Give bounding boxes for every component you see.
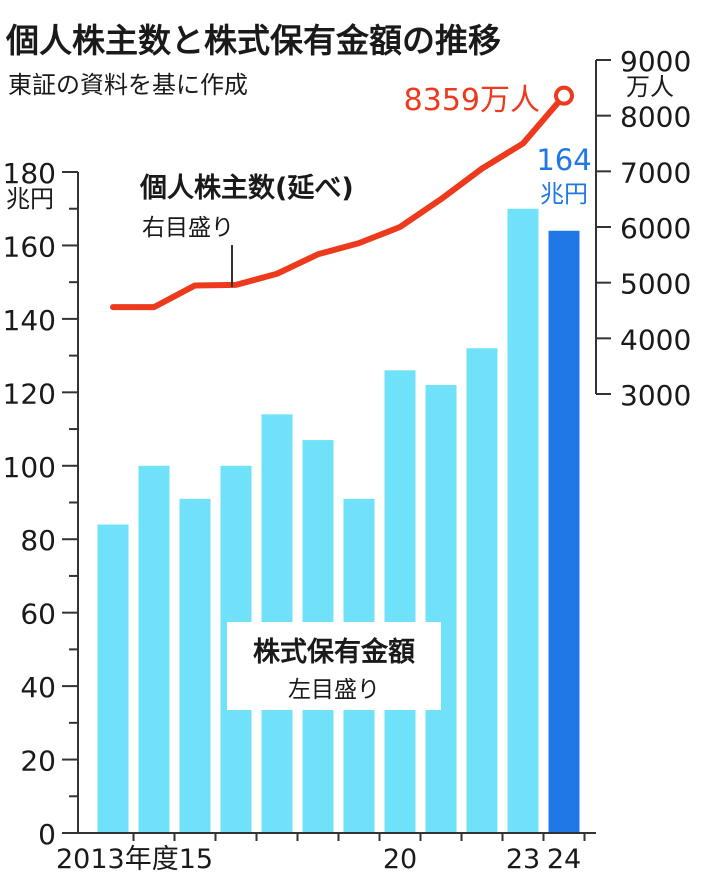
x-tick-label: 2013年度15 (56, 844, 213, 875)
right-tick-label: 3000 (620, 379, 691, 412)
left-tick-label: 20 (20, 745, 56, 778)
left-tick-label: 180 (3, 157, 56, 190)
bar-2021 (425, 384, 457, 833)
left-tick-label: 60 (20, 598, 56, 631)
left-tick-label: 100 (3, 451, 56, 484)
left-tick-label: 80 (20, 524, 56, 557)
line-path (110, 92, 567, 311)
bar-2022 (466, 348, 498, 833)
line-end-marker (554, 85, 574, 106)
bar-end-unit: 兆円 (540, 180, 588, 208)
left-axis-unit: 兆円 (6, 185, 54, 213)
line-series-axis-note: 右目盛り (142, 215, 234, 241)
chart-subtitle: 東証の資料を基に作成 (8, 71, 248, 99)
left-tick-label: 0 (38, 818, 56, 851)
x-axis: 2013年度15 20 23 24 (56, 832, 596, 875)
x-tick-label: 23 (506, 844, 540, 875)
right-tick-label: 8000 (620, 101, 691, 134)
left-axis: 0 20 40 60 80 100 120 140 160 180 (3, 157, 79, 851)
bar-2024 (548, 230, 580, 833)
bar-series-axis-note: 左目盛り (288, 677, 380, 703)
bar-2014 (138, 465, 170, 833)
bar-2015 (179, 498, 211, 833)
line-end-unit: 万人 (480, 83, 540, 118)
line-series (110, 85, 574, 311)
right-tick-label: 5000 (620, 268, 691, 301)
bar-2013 (97, 524, 129, 833)
right-tick-label: 4000 (620, 323, 691, 356)
bar-series-name: 株式保有金額 (253, 636, 415, 668)
left-tick-label: 120 (3, 377, 56, 410)
right-tick-label: 7000 (620, 156, 691, 189)
line-end-value-label: 8359万人 (404, 83, 540, 118)
left-tick-label: 40 (20, 671, 56, 704)
bars (97, 208, 580, 833)
bar-2020 (384, 370, 416, 833)
line-series-name: 個人株主数(延べ) (139, 173, 354, 204)
bar-label-box (227, 622, 441, 710)
x-tick-label: 20 (383, 844, 417, 875)
x-tick-label: 24 (547, 844, 581, 875)
right-axis-unit: 万人 (626, 73, 674, 101)
line-end-value: 8359 (404, 83, 480, 118)
right-tick-label: 9000 (620, 45, 691, 78)
bar-2023 (507, 208, 539, 833)
left-tick-label: 140 (3, 304, 56, 337)
right-axis: 3000 4000 5000 6000 7000 8000 9000 (595, 45, 691, 412)
chart-title: 個人株主数と株式保有金額の推移 (5, 21, 501, 60)
bar-end-value: 164 (536, 143, 591, 177)
left-tick-label: 160 (3, 230, 56, 263)
right-tick-label: 6000 (620, 212, 691, 245)
